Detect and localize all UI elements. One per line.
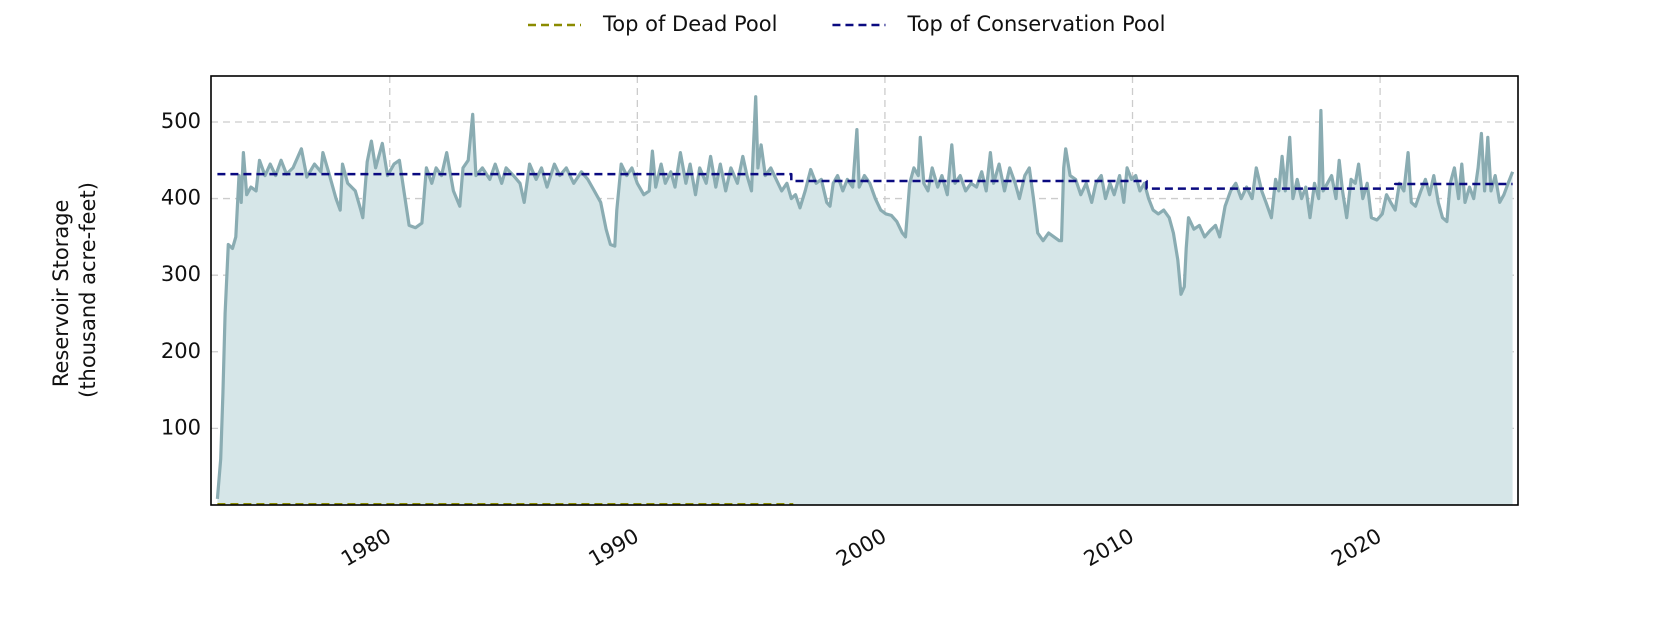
x-tick-label: 2000 — [832, 524, 890, 572]
plot-frame — [210, 75, 1519, 506]
x-tick-label: 2010 — [1080, 524, 1138, 572]
y-tick-label: 100 — [161, 415, 201, 439]
x-tick-label: 2020 — [1327, 524, 1385, 572]
area — [217, 96, 1513, 505]
line — [215, 95, 1515, 500]
y-axis-label-line: (thousand acre-feet) — [76, 182, 100, 398]
y-axis-label-line: Reservoir Storage — [49, 200, 73, 388]
x-tick-label: 1980 — [337, 524, 395, 572]
y-axis-label: Reservoir Storage (thousand acre-feet) — [49, 182, 100, 398]
line — [217, 172, 1513, 190]
legend-label: Top of Conservation Pool — [906, 12, 1165, 36]
x-tick-label: 1990 — [585, 524, 643, 572]
y-tick-label: 400 — [161, 186, 201, 210]
legend-label: Top of Dead Pool — [602, 12, 777, 36]
y-tick-label: 500 — [161, 109, 201, 133]
y-tick-label: 300 — [161, 262, 201, 286]
y-tick-label: 200 — [161, 339, 201, 363]
